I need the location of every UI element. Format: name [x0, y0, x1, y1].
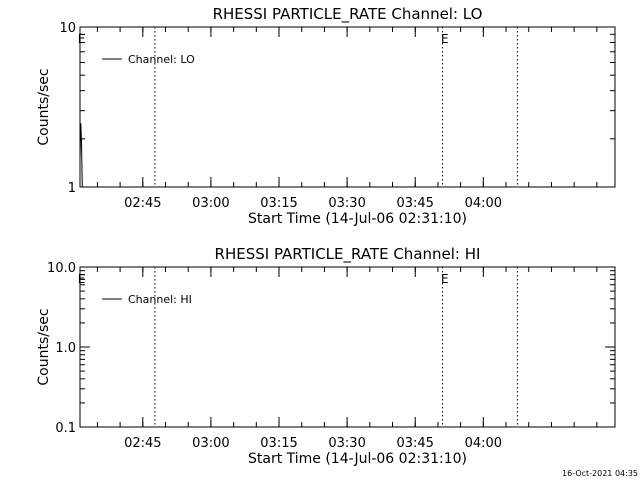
x-tick-label: 03:45 [396, 436, 433, 451]
legend-label: Channel: LO [128, 53, 195, 66]
x-tick-label: 04:00 [465, 436, 502, 451]
x-tick-label: 04:00 [465, 196, 502, 211]
event-marker: E [441, 272, 449, 286]
y-tick-label: 1 [68, 181, 76, 196]
x-tick-label: 03:15 [260, 196, 297, 211]
y-tick-label: 10.0 [47, 261, 76, 276]
y-tick-label: 1.0 [55, 341, 76, 356]
x-tick-label: 03:30 [328, 436, 365, 451]
y-tick-label: 10 [59, 21, 76, 36]
x-tick-label: 03:45 [396, 196, 433, 211]
chart-title: RHESSI PARTICLE_RATE Channel: LO [213, 5, 483, 24]
x-tick-label: 03:30 [328, 196, 365, 211]
y-axis-label: Counts/sec [36, 308, 52, 385]
chart-title: RHESSI PARTICLE_RATE Channel: HI [215, 245, 481, 264]
timestamp: 16-Oct-2021 04:35 [562, 469, 638, 478]
event-marker: E [441, 32, 449, 46]
y-tick-label: 0.1 [55, 421, 76, 436]
x-tick-label: 02:45 [124, 436, 161, 451]
x-tick-label: 03:00 [192, 196, 229, 211]
event-marker: E [78, 32, 86, 46]
y-axis-label: Counts/sec [36, 68, 52, 145]
x-tick-label: 02:45 [124, 196, 161, 211]
legend-label: Channel: HI [128, 293, 192, 306]
x-axis-label: Start Time (14-Jul-06 02:31:10) [248, 451, 467, 467]
event-marker: E [78, 272, 86, 286]
x-tick-label: 03:00 [192, 436, 229, 451]
x-tick-label: 03:15 [260, 436, 297, 451]
x-axis-label: Start Time (14-Jul-06 02:31:10) [248, 211, 467, 227]
series-line [79, 123, 83, 188]
